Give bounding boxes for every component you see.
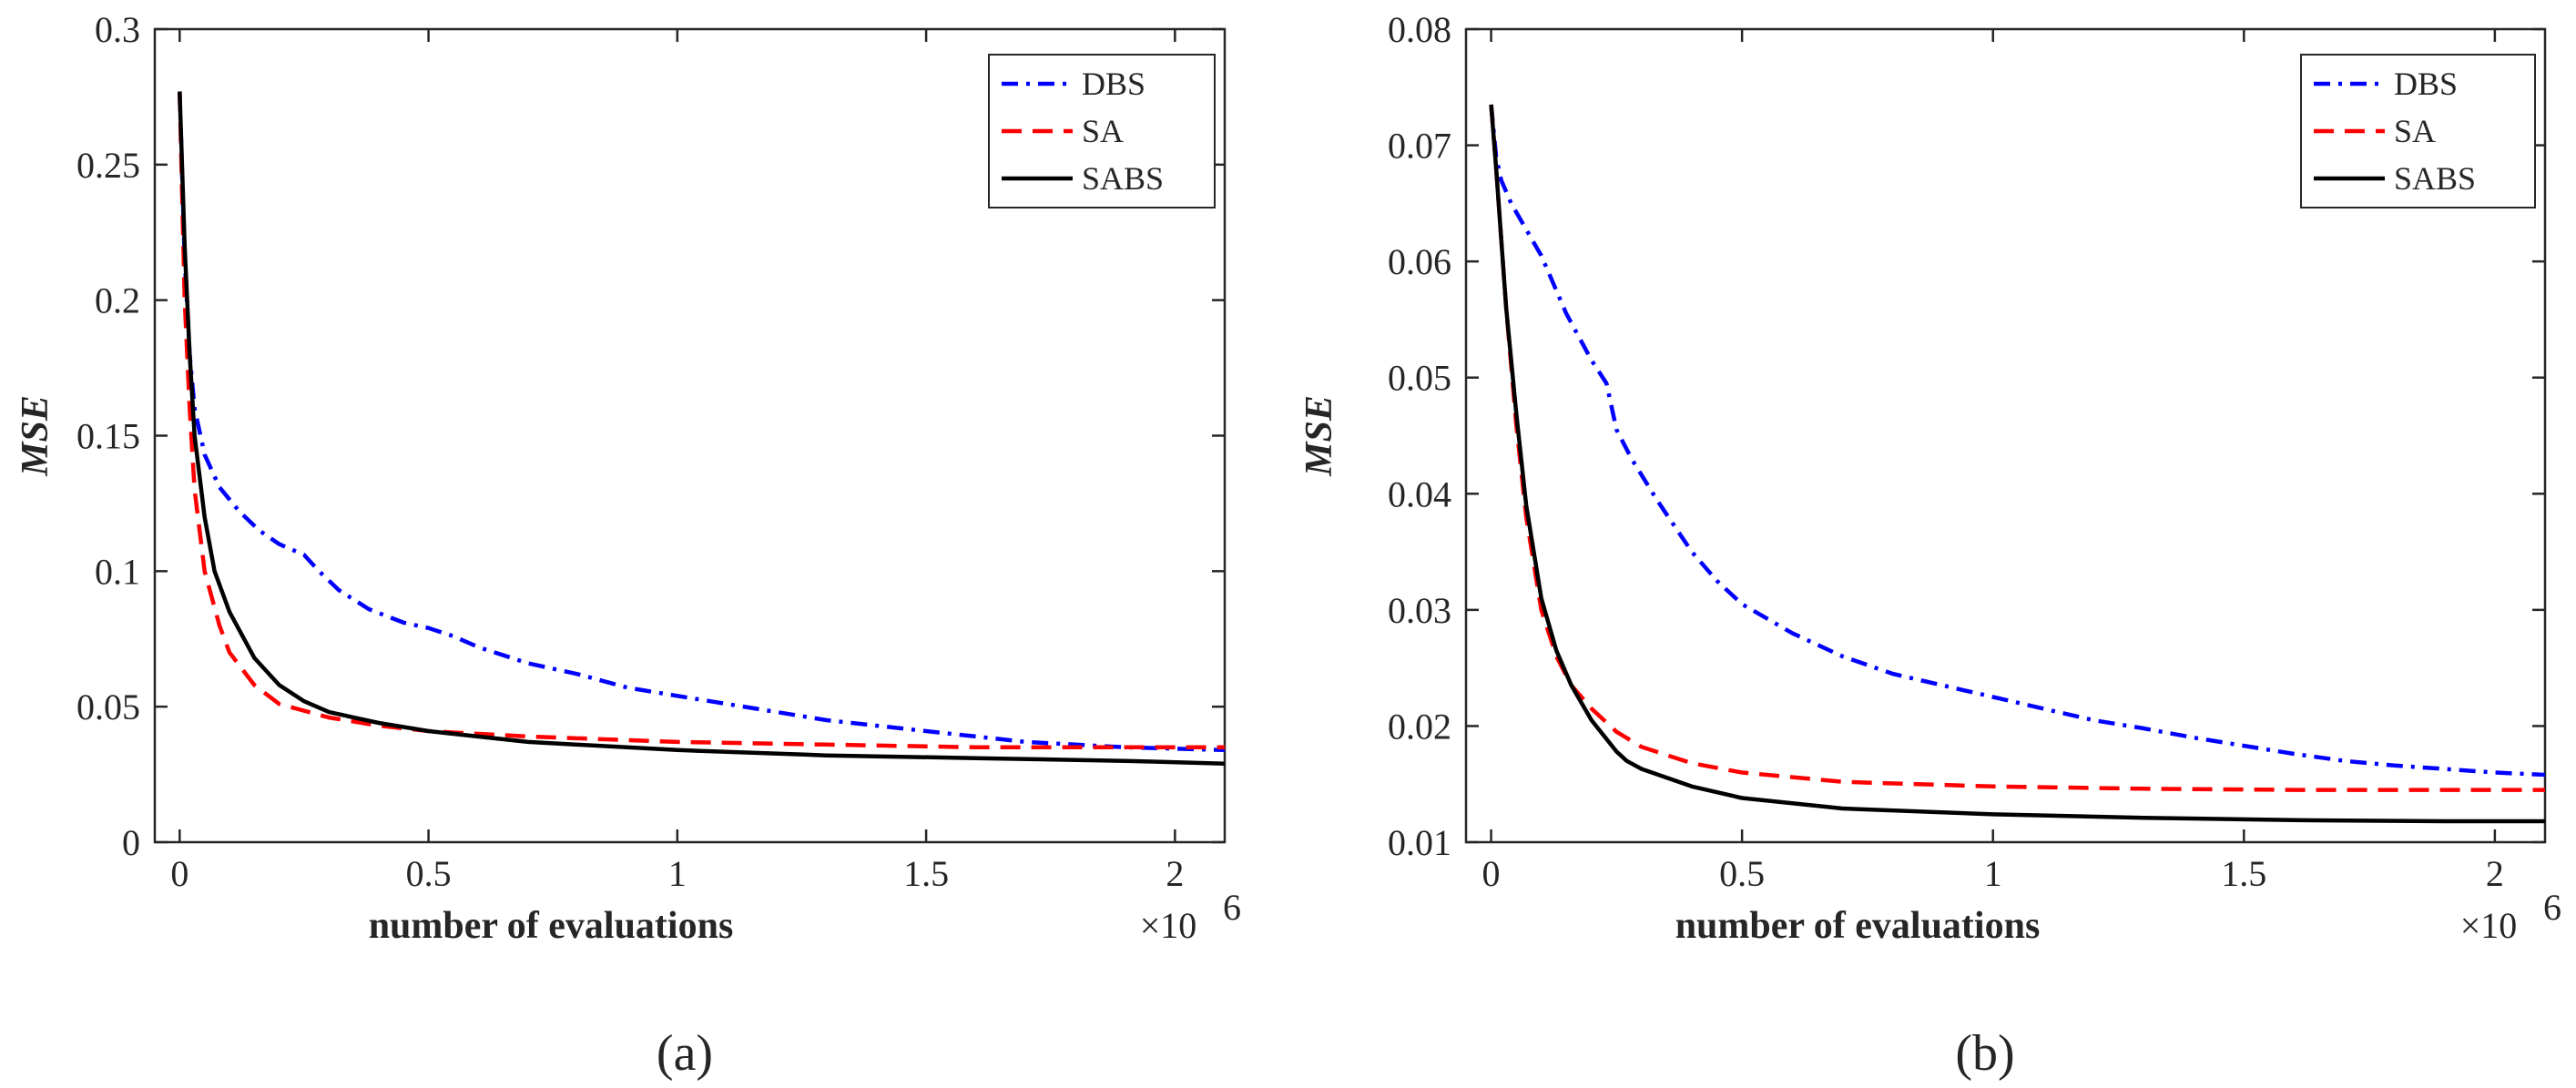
series-line-sa — [178, 91, 1225, 750]
x-axis-title: number of evaluations — [1675, 905, 2041, 947]
x-tick-label: 0.5 — [1719, 853, 1765, 894]
x-tick-label: 1 — [668, 853, 687, 894]
legend-box — [2300, 54, 2536, 208]
x-tick-label: 2 — [2486, 853, 2504, 894]
axes-frame — [1464, 27, 2547, 844]
x-tick-label: 1.5 — [903, 853, 949, 894]
legend: DBS SA SABS — [988, 54, 1216, 208]
y-tick-label: 0.2 — [95, 280, 140, 321]
x-tick-label: 0 — [170, 853, 188, 894]
y-tick-label: 0.04 — [1388, 473, 1451, 514]
y-tick-label: 0.25 — [76, 145, 140, 186]
x-axis-multiplier: ×10 — [1140, 905, 1197, 946]
y-tick-label: 0.08 — [1388, 9, 1451, 50]
legend: DBS SA SABS — [2300, 54, 2536, 208]
series-line-dbs — [178, 91, 1225, 753]
x-axis-multiplier: ×10 — [2460, 905, 2518, 946]
y-axis-title: MSE — [1298, 395, 1340, 477]
legend-box — [988, 54, 1216, 208]
y-tick-label: 0.05 — [76, 686, 140, 727]
series-line-dbs — [1489, 104, 2545, 778]
legend-label-dbs: DBS — [1082, 66, 1145, 102]
y-tick-label: 0.06 — [1388, 241, 1451, 282]
legend-label-sabs: SABS — [2394, 160, 2476, 197]
chart-b: (b) 0 0.5 1 1.5 2 0.01 0.02 0.03 0.04 0.05 0.06 0.0… — [1298, 9, 2561, 1082]
y-tick-label: 0.02 — [1388, 706, 1451, 747]
caption: (b) — [1955, 1025, 2014, 1082]
x-tick-label: 1 — [1984, 853, 2002, 894]
chart-a: (a) 0 0.5 1 1.5 2 0 0.05 0.1 0.15 0.2 0.25 0.3 numbe… — [15, 9, 1241, 1082]
x-tick-label: 2 — [1166, 853, 1184, 894]
y-tick-label: 0.03 — [1388, 590, 1451, 631]
y-tick-label: 0.1 — [95, 551, 140, 592]
y-tick-label: 0 — [122, 822, 140, 863]
y-tick-label: 0.15 — [76, 416, 140, 457]
legend-label-dbs: DBS — [2394, 66, 2458, 102]
x-axis-multiplier-exponent: 6 — [1223, 887, 1241, 928]
x-tick-label: 0 — [1482, 853, 1501, 894]
y-tick-label: 0.3 — [95, 9, 140, 50]
x-axis-title: number of evaluations — [369, 905, 734, 947]
y-axis-title: MSE — [15, 395, 56, 477]
series-line-sabs — [178, 91, 1225, 766]
y-tick-label: 0.01 — [1388, 822, 1451, 863]
x-axis-multiplier-exponent: 6 — [2543, 887, 2561, 928]
caption: (a) — [657, 1025, 713, 1082]
y-tick-label: 0.05 — [1388, 358, 1451, 399]
x-tick-label: 1.5 — [2221, 853, 2266, 894]
y-tick-label: 0.07 — [1388, 126, 1451, 167]
series-line-sabs — [1489, 104, 2545, 824]
x-tick-label: 0.5 — [406, 853, 452, 894]
legend-label-sabs: SABS — [1082, 160, 1164, 197]
legend-label-sa: SA — [1082, 113, 1124, 149]
legend-label-sa: SA — [2394, 113, 2436, 149]
